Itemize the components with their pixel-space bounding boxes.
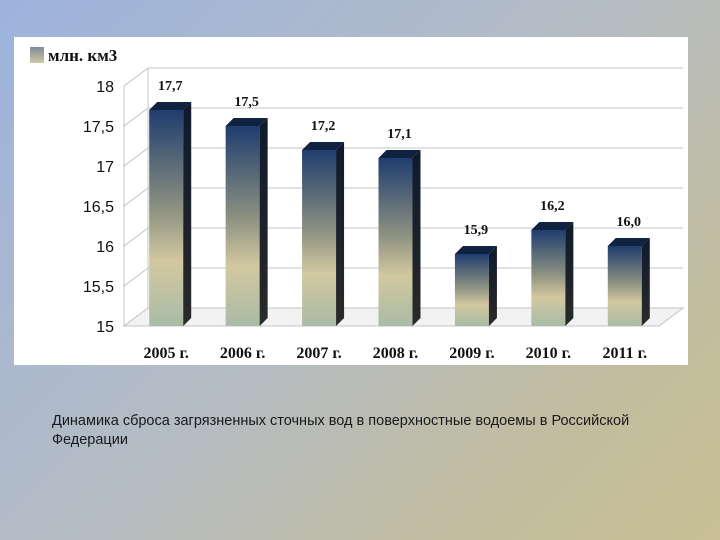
y-tick-label: 18 bbox=[96, 79, 114, 96]
bar-top bbox=[225, 118, 268, 126]
bar bbox=[454, 254, 489, 326]
y-tick-label: 17,5 bbox=[83, 119, 114, 136]
bar-side bbox=[488, 246, 497, 326]
bar-side bbox=[259, 118, 268, 326]
y-tick-label: 15,5 bbox=[83, 279, 114, 296]
chart-caption: Динамика сброса загрязненных сточных вод… bbox=[52, 413, 630, 448]
bar-side bbox=[412, 150, 421, 326]
bar-value-label: 17,2 bbox=[311, 119, 336, 134]
bar bbox=[302, 150, 337, 326]
x-tick-label: 2005 г. bbox=[143, 345, 188, 362]
chart-panel: 15 15,5 16 16,5 17 17,5 18 17,7 2005 г. 17,5 2006… bbox=[14, 37, 688, 365]
x-tick-label: 2009 г. bbox=[449, 345, 494, 362]
bar-value-label: 17,5 bbox=[234, 95, 259, 110]
bar-top bbox=[531, 222, 574, 230]
bar-top bbox=[302, 142, 345, 150]
bar bbox=[225, 126, 260, 326]
gridline-depth bbox=[123, 107, 149, 127]
bar bbox=[149, 110, 184, 326]
bar-side bbox=[336, 142, 345, 326]
bar-top bbox=[149, 102, 192, 110]
bar-value-label: 17,1 bbox=[387, 127, 412, 142]
legend-swatch bbox=[30, 47, 44, 63]
gridline-depth bbox=[123, 267, 149, 287]
gridline-depth bbox=[123, 67, 149, 87]
bar-chart: 15 15,5 16 16,5 17 17,5 18 17,7 2005 г. 17,5 2006… bbox=[30, 46, 685, 362]
bar-value-label: 16,0 bbox=[617, 215, 642, 230]
bar-top bbox=[378, 150, 421, 158]
bar bbox=[531, 230, 566, 326]
y-tick-label: 15 bbox=[96, 319, 114, 336]
bar bbox=[378, 158, 413, 326]
y-tick-label: 17 bbox=[96, 159, 114, 176]
bar-top bbox=[607, 238, 650, 246]
x-tick-label: 2010 г. bbox=[526, 345, 571, 362]
bar bbox=[607, 246, 642, 326]
y-tick-label: 16 bbox=[96, 239, 114, 256]
x-tick-label: 2007 г. bbox=[296, 345, 341, 362]
bar-side bbox=[183, 102, 192, 326]
gridline-depth bbox=[123, 187, 149, 207]
bar-top bbox=[454, 246, 497, 254]
gridline-depth bbox=[123, 227, 149, 247]
gridline-depth bbox=[123, 147, 149, 167]
bar-value-label: 17,7 bbox=[158, 79, 183, 94]
bar-side bbox=[641, 238, 650, 326]
bar-value-label: 16,2 bbox=[540, 199, 565, 214]
bar-side bbox=[565, 222, 574, 326]
bar-value-label: 15,9 bbox=[464, 223, 489, 238]
legend-label: млн. км3 bbox=[48, 46, 117, 65]
x-tick-label: 2008 г. bbox=[373, 345, 418, 362]
x-tick-label: 2011 г. bbox=[602, 345, 647, 362]
x-tick-label: 2006 г. bbox=[220, 345, 265, 362]
y-tick-label: 16,5 bbox=[83, 199, 114, 216]
